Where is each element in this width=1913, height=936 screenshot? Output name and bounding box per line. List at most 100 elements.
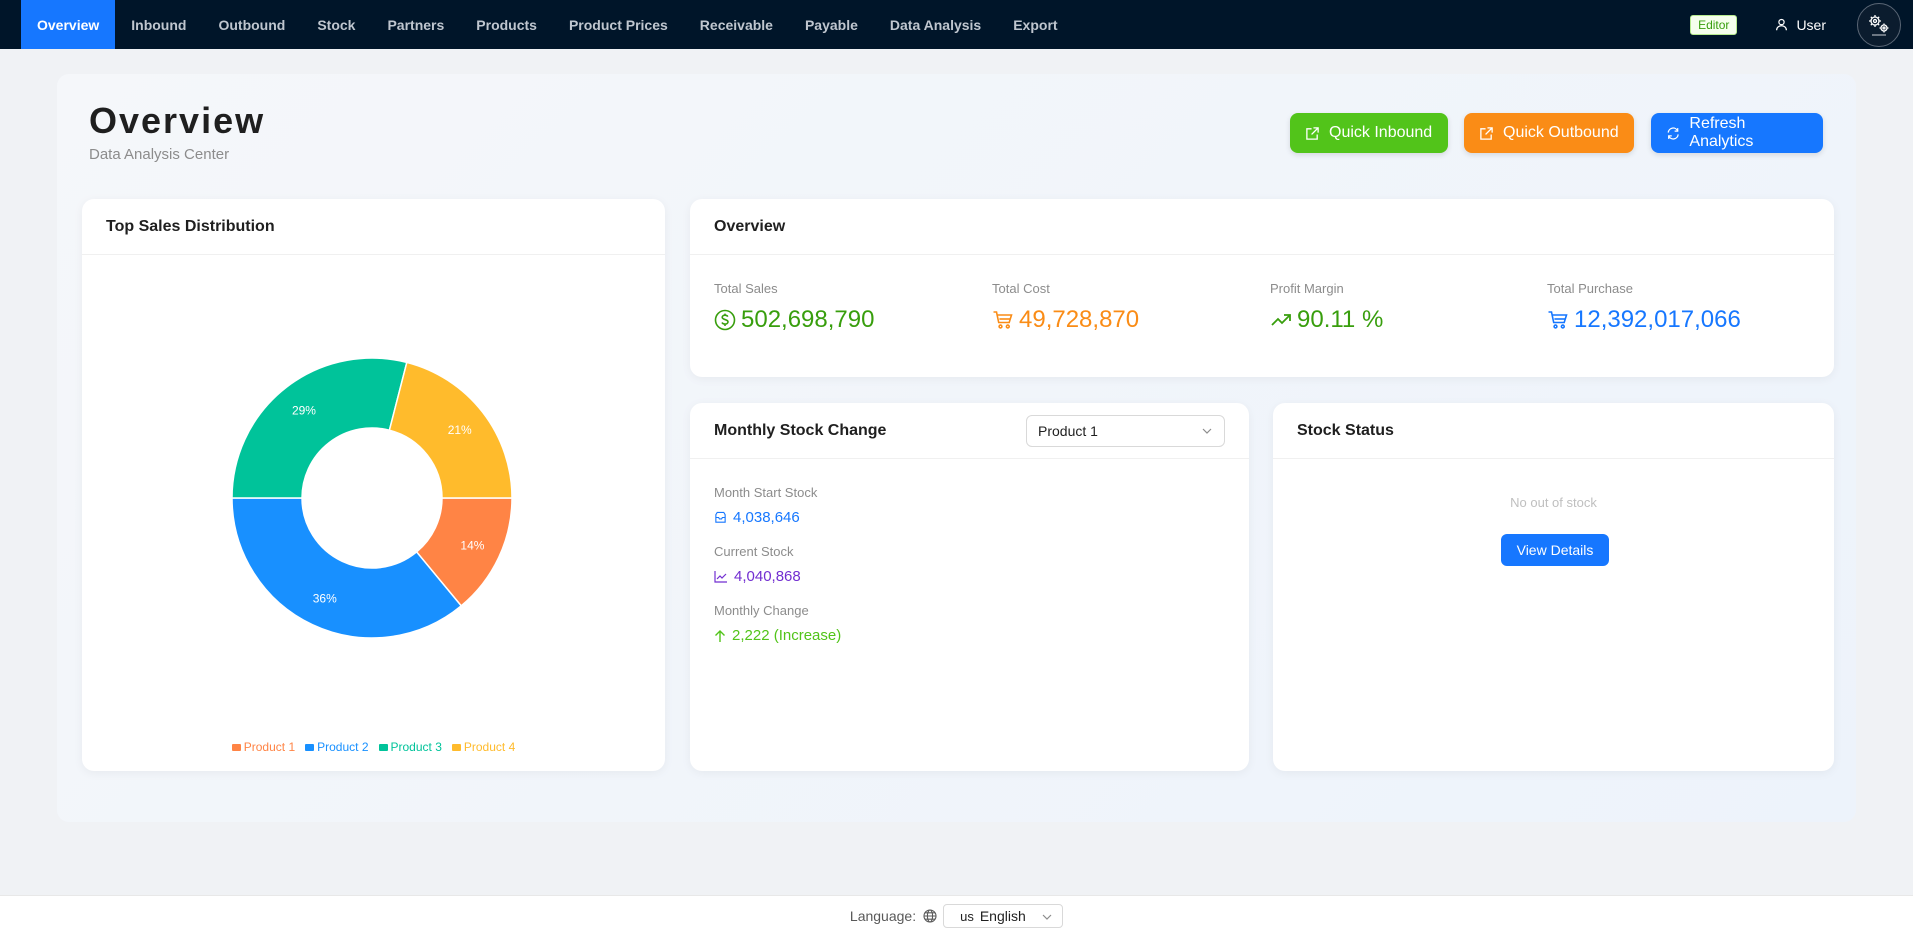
stat-total-purchase: Total Purchase 12,392,017,066 (1547, 281, 1741, 334)
stat-value: 502,698,790 (714, 306, 874, 334)
user-label: User (1796, 16, 1826, 33)
stat-label: Total Purchase (1547, 281, 1633, 296)
pie-slice-product-3[interactable] (231, 357, 408, 499)
quick-outbound-label: Quick Outbound (1503, 124, 1619, 141)
pie-slice-product-4[interactable] (388, 361, 513, 499)
globe-icon (923, 909, 937, 923)
legend-item-product-4[interactable]: Product 4 (451, 740, 516, 754)
legend-swatch (451, 743, 461, 751)
monthly-change-value: 2,222 (Increase) (714, 627, 841, 644)
stat-value: 90.11 % (1270, 306, 1383, 334)
nav-item-outbound[interactable]: Outbound (218, 16, 286, 33)
top-sales-title: Top Sales Distribution (82, 199, 665, 255)
stat-label: Profit Margin (1270, 281, 1344, 296)
nav-item-payable[interactable]: Payable (804, 16, 858, 33)
legend-label: Product 2 (317, 740, 369, 754)
user-icon (1776, 18, 1788, 31)
overview-card-title: Overview (690, 199, 1834, 255)
stat-value: 49,728,870 (992, 306, 1139, 334)
nav-item-receivable[interactable]: Receivable (699, 16, 773, 33)
nav-item-data-analysis[interactable]: Data Analysis (889, 16, 982, 33)
stat-value-text: 502,698,790 (741, 306, 875, 333)
legend-item-product-1[interactable]: Product 1 (231, 740, 296, 754)
current-stock-label: Current Stock (714, 544, 794, 559)
refresh-analytics-button[interactable]: Refresh Analytics (1651, 113, 1823, 153)
monthly-stock-title-text: Monthly Stock Change (714, 421, 887, 439)
nav-item-inbound[interactable]: Inbound (131, 16, 187, 33)
stat-profit-margin: Profit Margin 90.11 % (1270, 281, 1383, 334)
language-flag: us (960, 908, 974, 924)
month-start-value: 4,038,646 (714, 509, 800, 526)
arrow-up-icon (715, 629, 725, 642)
legend-swatch (305, 743, 315, 751)
product-select[interactable]: Product 1 (1026, 415, 1225, 447)
top-sales-card: Top Sales Distribution 14% 36% 29% 21% Prod… (82, 199, 665, 771)
cart-icon (992, 309, 1019, 331)
stat-value-text: 90.11 % (1297, 306, 1384, 333)
quick-outbound-button[interactable]: Quick Outbound (1464, 113, 1634, 153)
month-start-label: Month Start Stock (714, 485, 818, 500)
rise-icon (1270, 309, 1297, 331)
nav-item-overview[interactable]: Overview (21, 0, 116, 49)
no-out-of-stock-text: No out of stock (1510, 495, 1597, 510)
stat-value-text: 49,728,870 (1019, 306, 1140, 333)
legend-swatch (378, 743, 388, 751)
page-title: Overview (89, 100, 266, 141)
top-sales-pie-chart: 14% 36% 29% 21% (231, 357, 513, 639)
footer: Language: us English (0, 895, 1913, 936)
chevron-down-icon (1202, 428, 1212, 434)
pie-legend: Product 1 Product 2 Product 3 Product 4 (82, 740, 665, 754)
top-nav: Overview Inbound Outbound Stock Partners Prod… (0, 0, 1913, 49)
main-panel: Overview Data Analysis Center Quick Inbo… (57, 74, 1856, 822)
page-subtitle: Data Analysis Center (89, 146, 230, 163)
stock-status-title: Stock Status (1273, 403, 1834, 459)
chevron-down-icon (1042, 914, 1052, 920)
stat-total-sales: Total Sales 502,698,790 (714, 281, 874, 334)
quick-inbound-button[interactable]: Quick Inbound (1290, 113, 1448, 153)
overview-card: Overview Total Sales 502,698,790 Total C… (690, 199, 1834, 377)
edit-icon (1480, 126, 1493, 140)
dollar-circle-icon (714, 309, 741, 331)
legend-label: Product 3 (390, 740, 442, 754)
legend-swatch (231, 743, 241, 751)
nav-item-product-prices[interactable]: Product Prices (568, 16, 668, 33)
language-select[interactable]: us English (943, 904, 1064, 928)
legend-item-product-3[interactable]: Product 3 (378, 740, 442, 754)
refresh-icon (1667, 126, 1679, 140)
stock-status-card: Stock Status No out of stock View Detail… (1273, 403, 1834, 771)
line-chart-icon (714, 571, 727, 583)
product-select-value: Product 1 (1038, 423, 1098, 439)
nav-item-export[interactable]: Export (1013, 16, 1058, 33)
month-start-value-text: 4,038,646 (733, 509, 800, 526)
language-label: Language: (849, 908, 917, 924)
role-badge: Editor (1690, 14, 1738, 35)
quick-inbound-label: Quick Inbound (1329, 124, 1433, 141)
refresh-analytics-label: Refresh Analytics (1689, 115, 1754, 150)
monthly-change-label: Monthly Change (714, 603, 809, 618)
pie-slice-label: 29% (292, 403, 316, 417)
stat-value: 12,392,017,066 (1547, 306, 1741, 334)
nav-item-products[interactable]: Products (476, 16, 537, 33)
inbox-icon (715, 511, 726, 523)
nav-right: Editor User (1690, 0, 1913, 49)
monthly-stock-card: Monthly Stock Change Product 1 Month Sta… (690, 403, 1249, 771)
edit-icon (1306, 126, 1319, 140)
stat-value-text: 12,392,017,066 (1574, 306, 1741, 333)
view-details-button[interactable]: View Details (1501, 534, 1609, 566)
pie-slice-product-2[interactable] (231, 497, 463, 639)
stat-label: Total Cost (992, 281, 1050, 296)
legend-item-product-2[interactable]: Product 2 (305, 740, 369, 754)
monthly-stock-title: Monthly Stock Change Product 1 (690, 403, 1249, 459)
stat-total-cost: Total Cost 49,728,870 (992, 281, 1139, 334)
legend-label: Product 1 (243, 740, 296, 754)
legend-label: Product 4 (463, 740, 516, 754)
nav-item-partners[interactable]: Partners (387, 16, 445, 33)
nav-item-stock[interactable]: Stock (317, 16, 356, 33)
gears-logo-icon[interactable] (1857, 2, 1901, 47)
current-stock-value-text: 4,040,868 (734, 568, 801, 585)
user-menu[interactable]: User (1775, 17, 1826, 33)
nav-menu: Overview Inbound Outbound Stock Partners Prod… (21, 0, 1074, 49)
monthly-change-value-text: 2,222 (Increase) (732, 627, 842, 644)
pie-slice-label: 14% (460, 538, 484, 552)
pie-slice-label: 21% (448, 423, 472, 437)
